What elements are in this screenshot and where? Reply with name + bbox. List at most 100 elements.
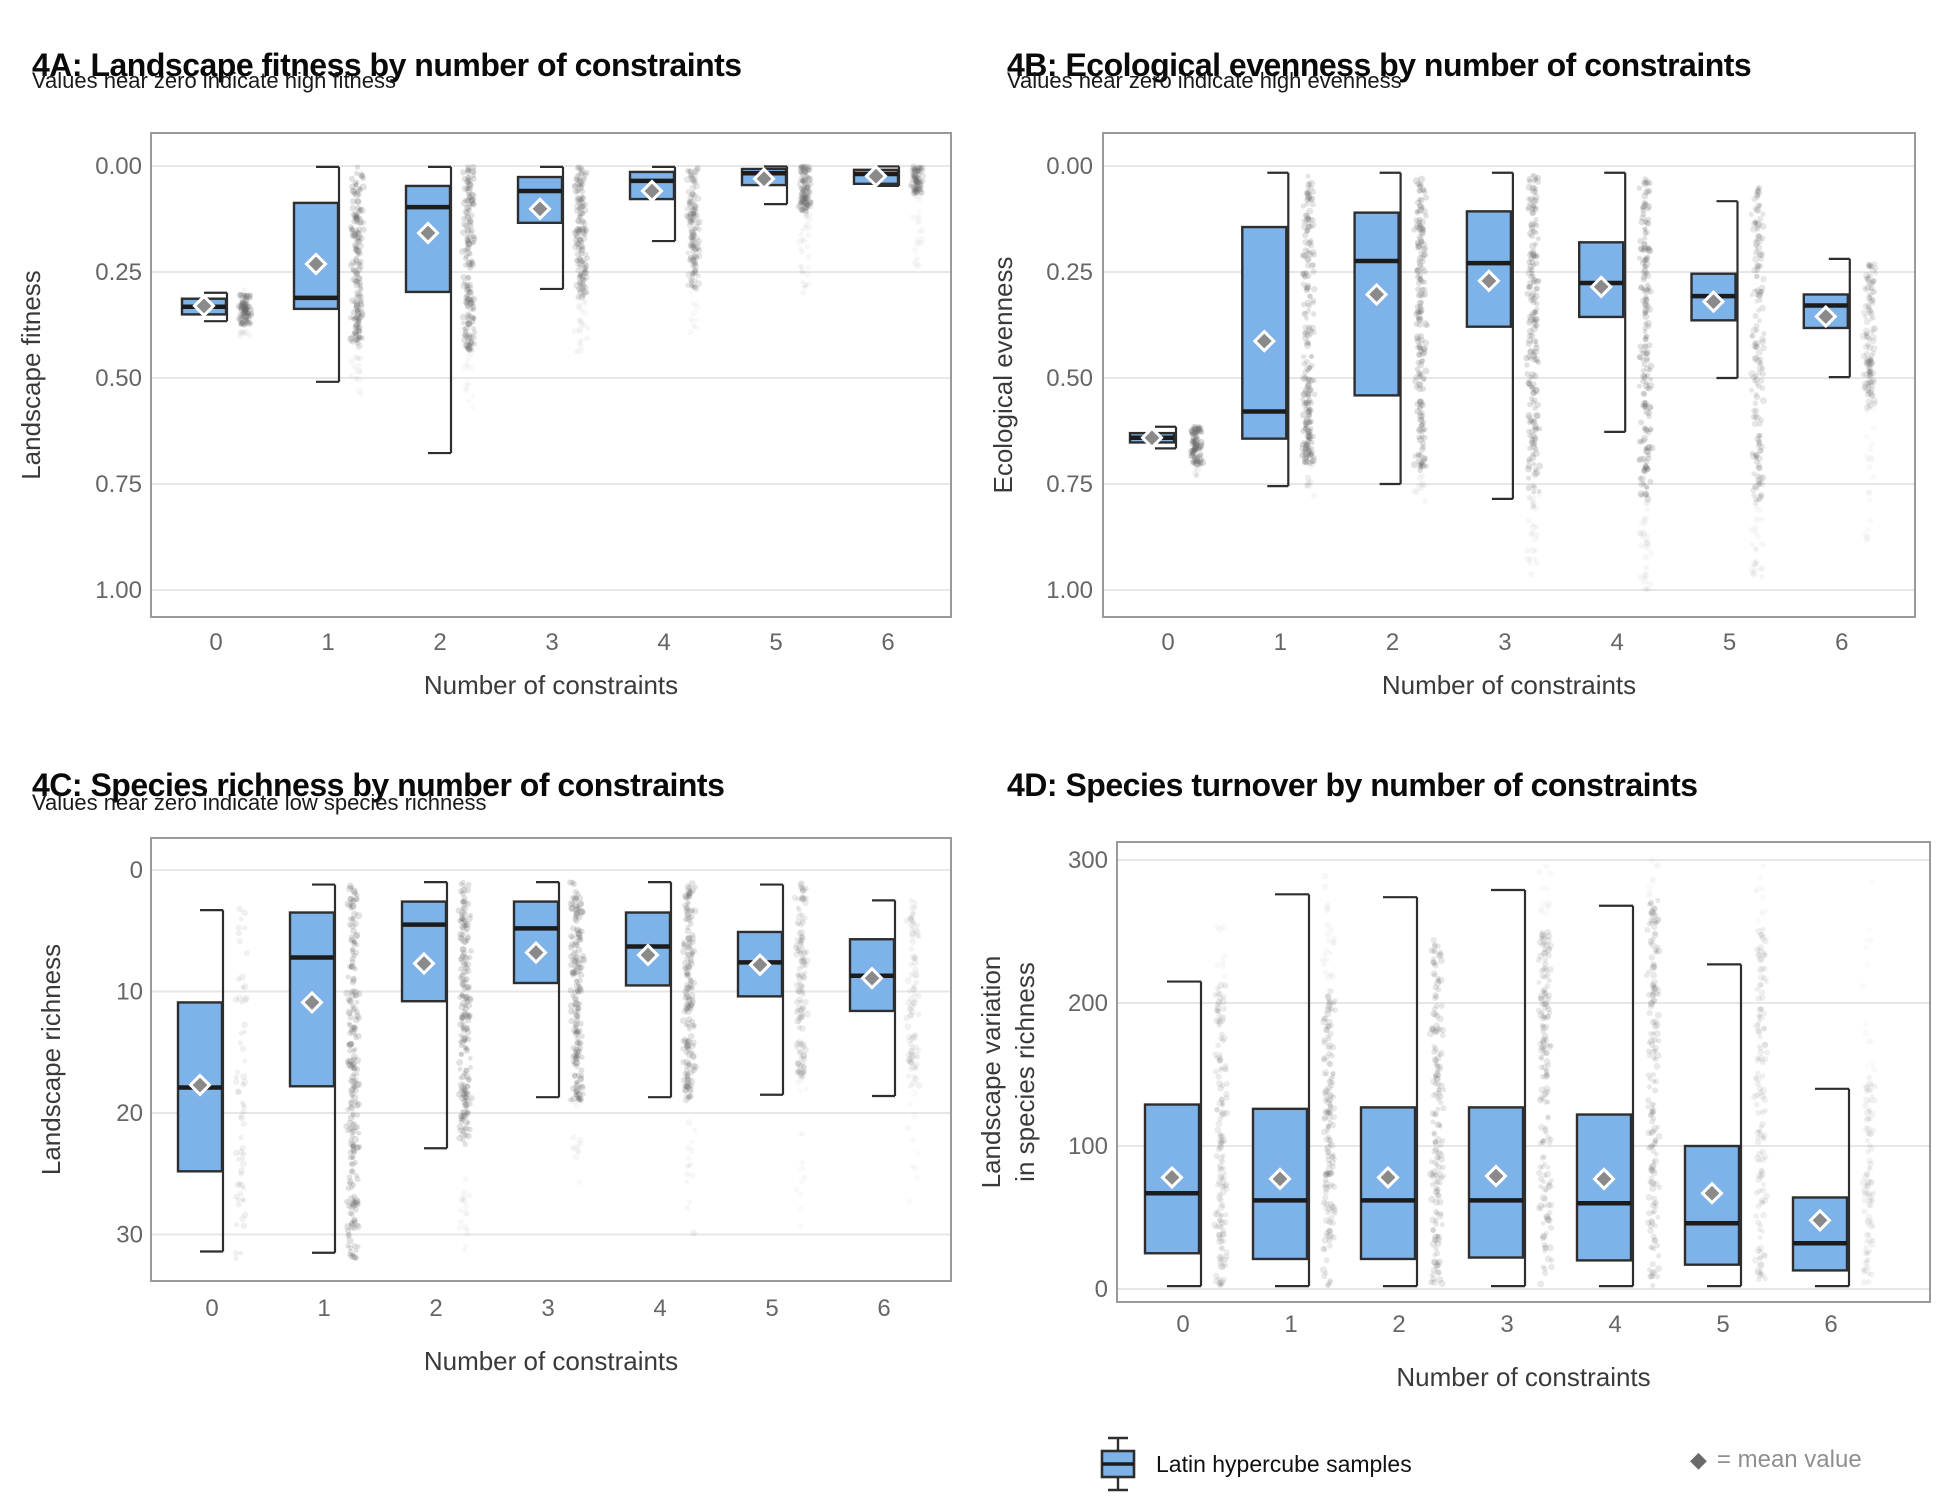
mean-diamond (416, 221, 440, 245)
svg-text:4: 4 (657, 629, 670, 656)
svg-text:0: 0 (1161, 629, 1174, 656)
svg-text:Landscape variation: Landscape variation (976, 956, 1006, 1189)
legend-mean-label: = mean value (1716, 1446, 1862, 1473)
svg-text:2: 2 (1386, 629, 1399, 656)
gridlines (150, 837, 952, 1282)
gridlines (1102, 132, 1916, 618)
mean-diamond (1484, 1164, 1508, 1188)
mean-diamond (1376, 1165, 1400, 1190)
svg-text:1: 1 (317, 1295, 330, 1322)
svg-text:200: 200 (1068, 990, 1108, 1017)
gridlines (150, 132, 952, 618)
mean-diamond (640, 179, 664, 203)
mean-diamond (1700, 1181, 1724, 1205)
mean-diamond (1701, 290, 1726, 314)
mean-diamond (188, 1073, 212, 1097)
legend-sample-label: Latin hypercube samples (1156, 1450, 1412, 1477)
mean-diamond (748, 953, 772, 977)
jitter-points (232, 879, 923, 1261)
mean-diamond (1160, 1165, 1184, 1190)
boxplots (180, 164, 901, 455)
boxplots (176, 881, 897, 1254)
mean-diamond (752, 167, 776, 191)
axis-text: 0.00 0.25 0.50 0.75 1.00 0 1 2 3 4 5 6 Number of con… (988, 153, 1848, 700)
svg-text:6: 6 (881, 629, 894, 656)
boxplot-4a: 0.00 0.25 0.50 0.75 1.00 0 1 2 3 4 5 6 Number of con… (16, 132, 952, 700)
axis-text: 0.00 0.25 0.50 0.75 1.00 0 1 2 3 4 5 6 Number of con… (16, 153, 895, 700)
panel-4b-subtitle: Values near zero indicate high evenness (1007, 68, 1402, 93)
svg-text:0.25: 0.25 (1046, 259, 1093, 286)
svg-text:1: 1 (321, 629, 334, 656)
axis-text: 0 10 20 30 0 1 2 3 4 5 6 Number of constraints Lands… (36, 857, 891, 1376)
svg-text:6: 6 (877, 1295, 890, 1322)
mean-diamond (864, 164, 888, 188)
mean-diamond (1252, 329, 1276, 353)
svg-text:5: 5 (769, 629, 782, 656)
svg-text:3: 3 (541, 1295, 554, 1322)
mean-diamond (1268, 1167, 1292, 1191)
mean-diamond (1814, 304, 1838, 329)
panel-4c-title: 4C: Species richness by number of constr… (32, 766, 725, 803)
svg-text:4: 4 (653, 1295, 666, 1322)
svg-text:in species richness: in species richness (1010, 962, 1040, 1182)
svg-text:0.75: 0.75 (95, 471, 142, 498)
svg-text:1.00: 1.00 (95, 577, 142, 604)
jitter-points (235, 163, 926, 410)
svg-text:Number of constraints: Number of constraints (1396, 1362, 1650, 1392)
panel-4a-subtitle: Values near zero indicate high fitness (32, 68, 397, 93)
svg-text:Landscape richness: Landscape richness (36, 944, 66, 1175)
svg-text:0.50: 0.50 (1046, 365, 1093, 392)
svg-text:Number of constraints: Number of constraints (424, 1346, 678, 1376)
svg-text:100: 100 (1068, 1133, 1108, 1160)
mean-diamond (192, 294, 216, 318)
panel-4c: 4C: Species richness by number of constr… (0, 712, 975, 1500)
panel-4a: 4A: Landscape fitness by number of const… (0, 0, 975, 712)
mean-diamond (1140, 426, 1164, 450)
mean-diamond (524, 940, 548, 965)
mean-diamond (304, 252, 328, 276)
mean-diamond (1589, 275, 1613, 299)
svg-text:1: 1 (1284, 1311, 1297, 1338)
svg-text:3: 3 (1500, 1311, 1513, 1338)
boxplots (1128, 171, 1851, 500)
svg-text:0.00: 0.00 (1046, 153, 1093, 180)
svg-text:0.00: 0.00 (95, 153, 142, 180)
mean-diamond (1477, 269, 1501, 293)
panel-4b: 4B: Ecological evenness by number of con… (975, 0, 1950, 712)
boxplots (1143, 888, 1851, 1288)
jitter-points (1187, 172, 1879, 593)
boxplot-4b: 0.00 0.25 0.50 0.75 1.00 0 1 2 3 4 5 6 Number of con… (988, 132, 1916, 700)
svg-text:3: 3 (545, 629, 558, 656)
mean-diamond-icon: ◆ (1690, 1447, 1707, 1472)
legend-mean-note: ◆ = mean value (1690, 1446, 1862, 1474)
mean-diamond (412, 951, 436, 976)
svg-text:30: 30 (116, 1222, 143, 1249)
svg-text:0.50: 0.50 (95, 365, 142, 392)
jitter-points (1211, 857, 1878, 1289)
svg-text:2: 2 (433, 629, 446, 656)
mean-diamond (1592, 1167, 1616, 1191)
svg-text:1: 1 (1274, 629, 1287, 656)
svg-text:6: 6 (1824, 1311, 1837, 1338)
mean-diamond (636, 943, 660, 967)
mean-diamond (1808, 1208, 1832, 1232)
svg-text:4: 4 (1611, 629, 1624, 656)
svg-text:1.00: 1.00 (1046, 577, 1093, 604)
svg-text:0: 0 (1095, 1276, 1108, 1303)
svg-text:2: 2 (1392, 1311, 1405, 1338)
svg-text:5: 5 (1716, 1311, 1729, 1338)
svg-text:0.25: 0.25 (95, 259, 142, 286)
mean-diamond (860, 966, 884, 990)
svg-text:300: 300 (1068, 847, 1108, 874)
svg-text:Number of constraints: Number of constraints (424, 670, 678, 700)
mean-diamond (300, 990, 324, 1015)
svg-text:5: 5 (765, 1295, 778, 1322)
legend-sample: Latin hypercube samples (1098, 1434, 1412, 1494)
panel-4a-title: 4A: Landscape fitness by number of const… (32, 46, 742, 83)
mean-diamond (528, 197, 552, 221)
svg-text:2: 2 (429, 1295, 442, 1322)
svg-text:0: 0 (1176, 1311, 1189, 1338)
svg-text:6: 6 (1835, 629, 1848, 656)
boxplot-4d: 0 100 200 300 0 1 2 3 4 5 6 Number of constraints La… (976, 841, 1931, 1392)
